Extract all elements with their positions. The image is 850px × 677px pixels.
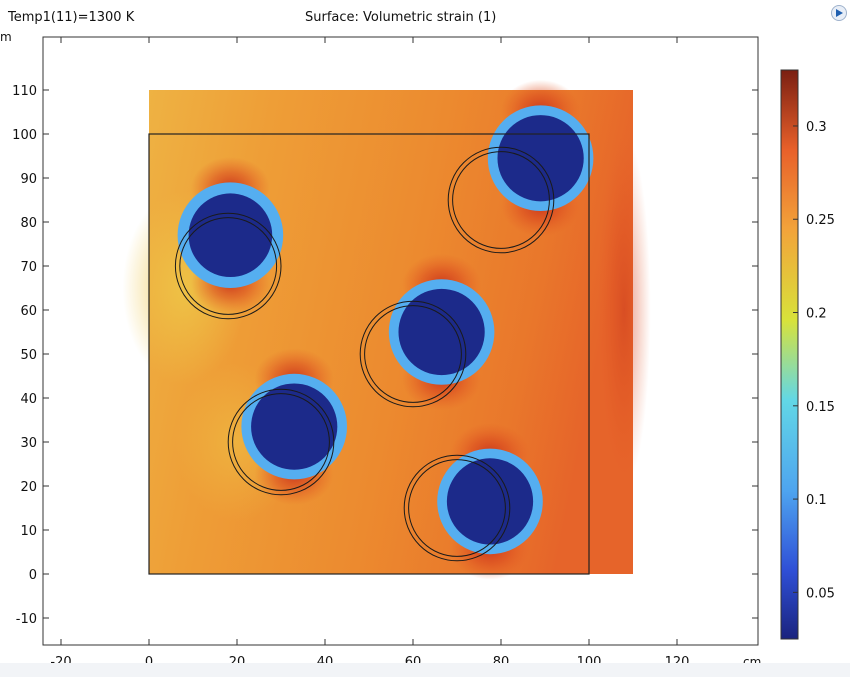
- strain-concentrations: [122, 79, 651, 580]
- inclusion-core: [188, 193, 273, 277]
- undeformed-boundary: [148, 133, 590, 575]
- y-axis-unit: m: [0, 30, 12, 44]
- original-inclusion-outline: [359, 300, 467, 408]
- y-tick-label: -10: [16, 612, 37, 627]
- y-tick-label: 90: [20, 172, 37, 187]
- inclusion-core: [497, 115, 584, 202]
- colorbar: [780, 69, 799, 640]
- colorbar-tick-label: 0.1: [806, 493, 827, 508]
- y-tick-labels: -10 0 10 20 30 40 50 60 70 80 90 100 110: [12, 84, 37, 627]
- software-logo-icon: [831, 5, 847, 21]
- colorbar-tick-label: 0.3: [806, 120, 827, 135]
- y-tick-label: 70: [20, 260, 37, 275]
- y-tick-label: 80: [20, 216, 37, 231]
- y-tick-label: 110: [12, 84, 37, 99]
- y-tick-label: 20: [20, 480, 37, 495]
- bottom-strip: [0, 663, 850, 677]
- axis-ticks: [43, 37, 758, 645]
- y-tick-label: 10: [20, 524, 37, 539]
- y-tick-label: 100: [12, 128, 37, 143]
- original-inclusion-outline: [452, 151, 550, 249]
- inclusion-core: [446, 458, 534, 545]
- original-inclusion-outline: [179, 217, 278, 315]
- y-tick-label: 0: [29, 568, 37, 583]
- colorbar-tick-label: 0.05: [806, 586, 835, 601]
- original-inclusion-outline: [232, 393, 330, 491]
- y-tick-label: 40: [20, 392, 37, 407]
- inclusions: [177, 105, 594, 555]
- y-tick-label: 60: [20, 304, 37, 319]
- y-tick-label: 30: [20, 436, 37, 451]
- colorbar-ticks: 0.05 0.1 0.15 0.2 0.25 0.3: [793, 120, 835, 601]
- original-inclusion-outline: [227, 388, 335, 496]
- high-strain-region: [597, 134, 651, 486]
- y-tick-label: 50: [20, 348, 37, 363]
- inclusion-core: [398, 288, 485, 376]
- plot-title: Surface: Volumetric strain (1): [305, 10, 497, 25]
- colorbar-tick-label: 0.2: [806, 307, 827, 322]
- original-inclusion-outline: [403, 454, 511, 562]
- status-text: Temp1(11)=1300 K: [8, 10, 135, 25]
- colorbar-tick-label: 0.25: [806, 213, 835, 228]
- original-inclusion-outlines: [174, 146, 555, 562]
- original-inclusion-outline: [364, 305, 462, 403]
- x-tick-label: 0: [145, 655, 153, 670]
- inclusion-core: [251, 383, 338, 470]
- original-inclusion-outline: [174, 212, 282, 320]
- original-inclusion-outline: [408, 459, 506, 557]
- original-inclusion-outline: [447, 146, 555, 254]
- colorbar-tick-label: 0.15: [806, 400, 835, 415]
